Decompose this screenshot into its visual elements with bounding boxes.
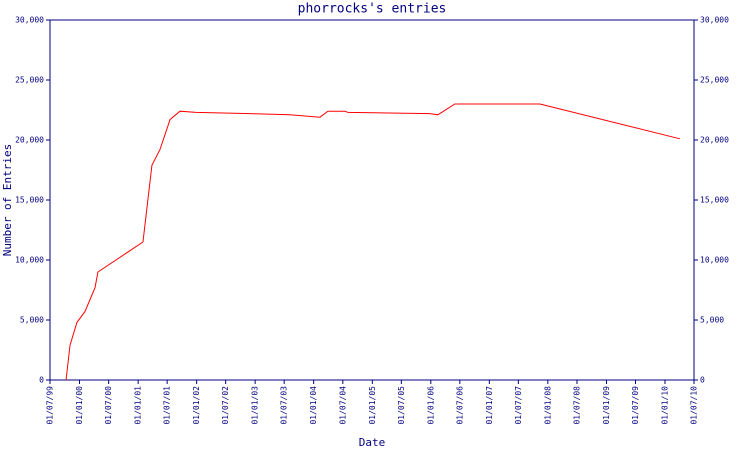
y-tick-label: 10,000 (15, 256, 44, 265)
y2-tick-label: 15,000 (700, 196, 729, 205)
x-tick-label: 01/07/06 (455, 386, 464, 425)
y2-tick-label: 25,000 (700, 76, 729, 85)
x-axis-title: Date (359, 436, 386, 449)
y2-tick-label: 5,000 (700, 316, 724, 325)
x-tick-label: 01/07/04 (338, 386, 347, 425)
x-tick-label: 01/01/09 (602, 386, 611, 425)
x-tick-label: 01/07/02 (221, 386, 230, 425)
y-tick-label: 5,000 (20, 316, 44, 325)
y2-tick-label: 20,000 (700, 136, 729, 145)
x-tick-label: 01/07/05 (397, 386, 406, 425)
x-tick-label: 01/01/02 (192, 386, 201, 425)
x-tick-label: 01/07/09 (631, 386, 640, 425)
y-tick-label: 30,000 (15, 16, 44, 25)
x-tick-label: 01/07/03 (280, 386, 289, 425)
y-tick-label: 25,000 (15, 76, 44, 85)
data-line (65, 103, 681, 381)
y-tick-label: 0 (39, 376, 44, 385)
y-tick-label: 15,000 (15, 196, 44, 205)
x-tick-label: 01/01/04 (309, 386, 318, 425)
x-tick-label: 01/07/01 (163, 386, 172, 425)
x-tick-label: 01/01/03 (251, 386, 260, 425)
x-tick-label: 01/07/00 (104, 386, 113, 425)
x-tick-label: 01/01/00 (75, 386, 84, 425)
y-tick-label: 20,000 (15, 136, 44, 145)
x-tick-label: 01/07/08 (572, 386, 581, 425)
y2-tick-label: 30,000 (700, 16, 729, 25)
x-tick-label: 01/01/08 (543, 386, 552, 425)
x-tick-label: 01/07/07 (514, 386, 523, 425)
x-tick-label: 01/01/06 (426, 386, 435, 425)
chart-title: phorrocks's entries (298, 2, 447, 17)
x-tick-label: 01/01/07 (485, 386, 494, 425)
x-tick-label: 01/01/05 (368, 386, 377, 425)
y2-tick-label: 10,000 (700, 256, 729, 265)
x-tick-label: 01/01/01 (134, 386, 143, 425)
y2-tick-label: 0 (700, 376, 705, 385)
x-tick-label: 01/07/10 (690, 386, 699, 425)
x-tick-label: 01/07/99 (46, 386, 55, 425)
y-axis-title: Number of Entries (1, 144, 14, 257)
x-tick-label: 01/01/10 (660, 386, 669, 425)
